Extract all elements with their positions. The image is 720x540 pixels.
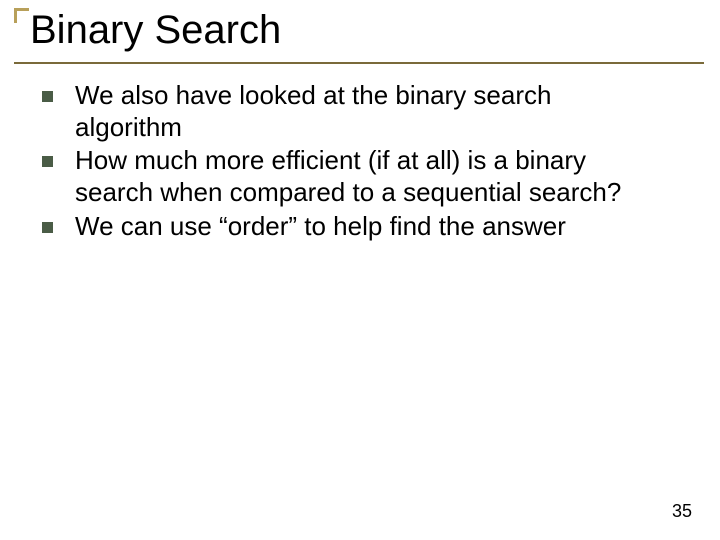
bullet-item: How much more efficient (if at all) is a… <box>42 145 662 208</box>
slide-title: Binary Search <box>30 8 281 53</box>
title-corner-ornament <box>14 8 29 23</box>
bullet-text: How much more efficient (if at all) is a… <box>75 145 662 208</box>
title-underline <box>14 62 704 64</box>
page-number: 35 <box>672 501 692 522</box>
bullet-marker-icon <box>42 91 53 102</box>
bullet-text: We can use “order” to help find the answ… <box>75 211 566 243</box>
bullet-item: We can use “order” to help find the answ… <box>42 211 662 243</box>
slide-body: We also have looked at the binary search… <box>42 80 662 245</box>
bullet-item: We also have looked at the binary search… <box>42 80 662 143</box>
slide: Binary Search We also have looked at the… <box>0 0 720 540</box>
bullet-marker-icon <box>42 156 53 167</box>
bullet-marker-icon <box>42 222 53 233</box>
bullet-text: We also have looked at the binary search… <box>75 80 662 143</box>
